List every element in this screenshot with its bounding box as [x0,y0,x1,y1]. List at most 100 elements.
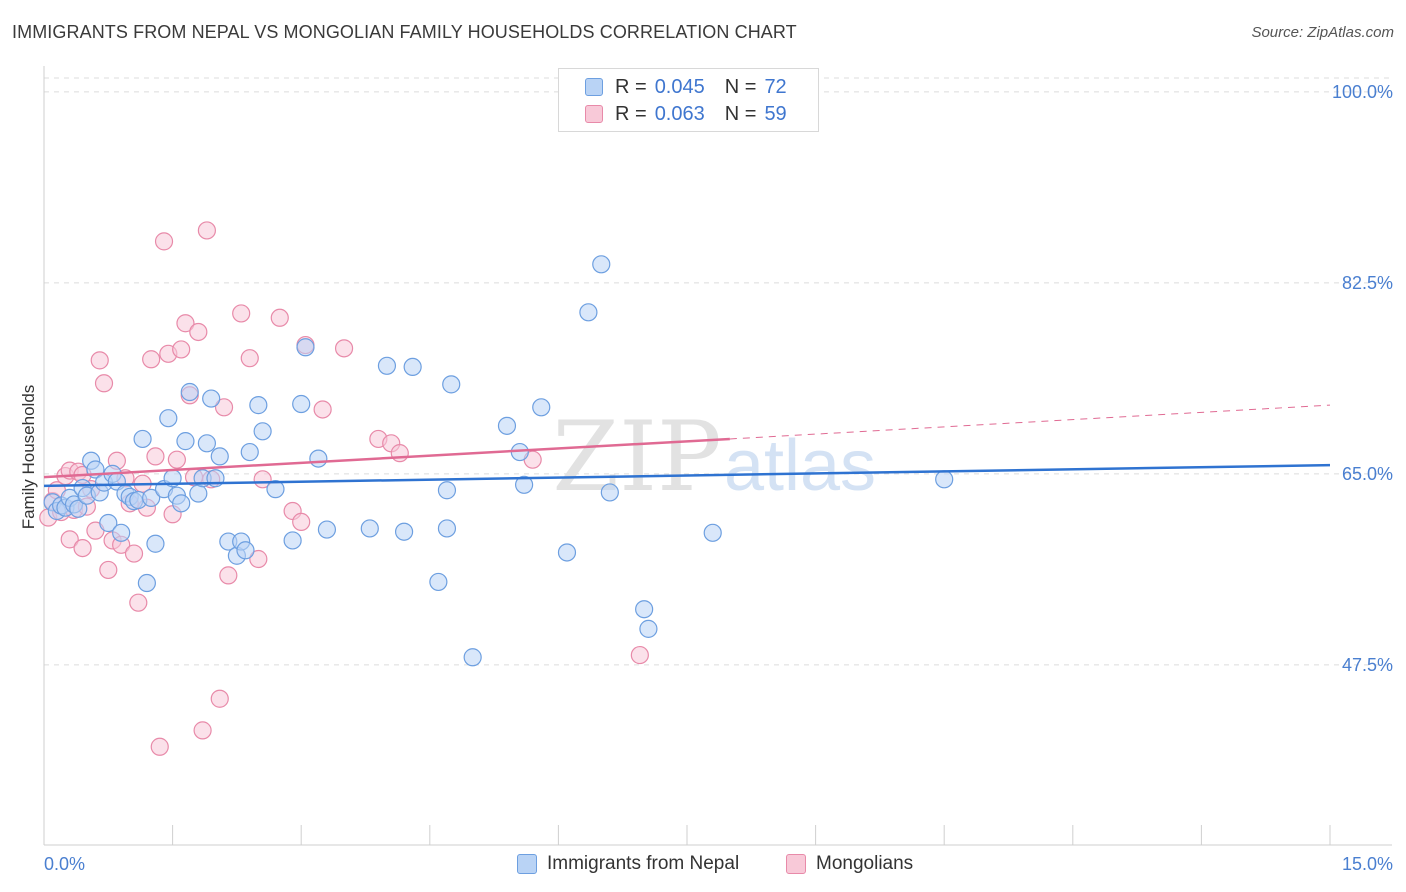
mongolians-point-56 [630,645,649,665]
legend-r-value: 0.063 [654,102,705,125]
nepal-point-59 [463,648,482,667]
watermark-atlas: atlas [724,426,876,506]
nepal-point-31 [180,382,199,402]
bottom-legend-swatch-nepal [517,854,537,874]
mongolians-point-51 [334,339,354,358]
nepal-point-60 [497,416,517,435]
y-tick-label-0: 47.5% [1342,655,1393,675]
nepal-point-16 [112,523,131,542]
correlation-legend: R = 0.045 N = 72 R = 0.063 N = 59 [558,68,819,132]
nepal-point-46 [283,531,302,550]
trend-lines [43,404,1331,488]
bottom-legend-label-nepal: Immigrants from Nepal [547,853,740,874]
nepal-point-26 [159,409,178,428]
nepal-point-24 [146,534,165,553]
mongolians-point-35 [189,322,208,342]
mongolians-point-54 [390,444,409,463]
bottom-legend-nepal: Immigrants from Nepal [517,850,739,878]
watermark-zip: ZIP [552,401,721,513]
y-tick-label-2: 82.5% [1342,273,1393,293]
trend-line-mongolians-extension [729,404,1331,440]
mongolians-point-44 [249,549,268,569]
tick-labels: 47.5% 65.0% 82.5% 100.0% 0.0% 15.0% Family Hou… [19,82,1393,874]
legend-n-label: N = [724,75,757,98]
mongolians-point-43 [240,349,259,368]
bottom-legend-label-mongolians: Mongolians [816,853,914,874]
axes [43,66,1392,846]
nepal-point-65 [579,303,598,322]
trend-line-nepal [43,463,1331,488]
nepal-point-55 [429,572,448,592]
mongolians-point-24 [142,350,161,369]
legend-row-nepal: R = 0.045 N = 72 [585,74,787,100]
nepal-point-41 [236,541,255,560]
nepal-point-67 [600,483,619,502]
legend-swatch-nepal [585,78,603,96]
nepal-point-35 [202,389,221,408]
nepal-point-56 [437,519,457,538]
mongolians-point-48 [292,512,311,532]
mongolians-point-14 [99,560,118,580]
nepal-point-50 [317,520,337,539]
mongolians-point-50 [313,400,332,419]
nepal-point-53 [394,522,414,541]
nepal-point-66 [592,255,611,274]
legend-n-value: 72 [764,75,787,98]
nepal-point-52 [377,356,397,375]
nepal-point-69 [639,619,658,638]
legend-r-label: R = [615,102,647,125]
nepal-point-30 [176,432,195,451]
mongolians-point-21 [129,593,148,612]
source-credit: Source: ZipAtlas.com [1251,24,1394,41]
nepal-point-42 [240,442,259,462]
nepal-point-13 [99,513,118,533]
gridlines [44,77,1392,666]
legend-r-value: 0.045 [654,75,705,98]
nepal-point-51 [360,519,379,538]
nepal-point-64 [557,543,577,562]
mongolians-point-37 [197,221,216,240]
mongolians-point-27 [154,232,174,251]
nepal-point-22 [137,573,156,593]
mongolians-point-41 [219,566,238,585]
mongolians-point-12 [90,351,109,370]
mongolians-point-20 [124,544,144,563]
nepal-point-54 [403,357,422,377]
mongolians-point-25 [146,447,165,466]
mongolians-point-36 [193,721,212,740]
mongolians-point-42 [232,304,251,323]
nepal-point-68 [635,600,654,619]
bottom-legend-mongolians: Mongolians [786,850,913,878]
mongolians-point-46 [270,308,289,327]
watermark: ZIP atlas [552,401,876,513]
y-axis-label: Family Households [19,385,38,530]
mongolians-point-40 [214,398,234,417]
mongolians-point-13 [94,374,114,393]
mongolians-point-32 [176,314,195,333]
nepal-point-32 [189,484,208,503]
nepal-point-21 [133,429,152,449]
series-mongolians [39,221,649,756]
nepal-point-29 [172,494,191,513]
trend-line-mongolians [43,437,730,479]
mongolians-point-39 [210,689,229,708]
nepal-point-63 [532,398,551,417]
x-tick-label-0: 0.0% [44,854,85,874]
mongolians-point-30 [167,450,186,469]
chart-title: IMMIGRANTS FROM NEPAL VS MONGOLIAN FAMIL… [12,22,797,42]
mongolians-point-31 [172,340,191,359]
mongolians-point-57 [60,530,79,549]
nepal-point-47 [292,394,311,414]
nepal-point-49 [309,449,328,468]
legend-n-value: 59 [764,102,787,125]
nepal-point-45 [266,480,285,499]
mongolians-point-26 [150,737,169,756]
legend-row-mongolians: R = 0.063 N = 59 [585,101,787,127]
nepal-point-48 [296,338,315,357]
nepal-point-57 [437,481,457,500]
y-tick-label-1: 65.0% [1342,464,1393,484]
nepal-point-34 [197,434,216,453]
legend-n-label: N = [724,102,757,125]
nepal-point-43 [249,396,268,415]
